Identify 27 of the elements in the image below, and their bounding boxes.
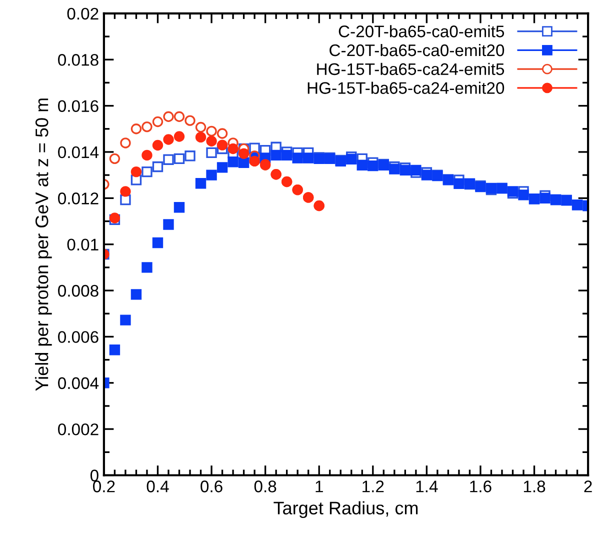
x-tick-label: 1 [316, 480, 323, 492]
y-axis-title: Yield per proton per GeV at z = 50 m [35, 98, 52, 391]
x-tick-label: 1.4 [416, 480, 438, 492]
y-tick-label: 0 [90, 470, 98, 482]
x-tick-label: 0.8 [254, 480, 276, 492]
y-tick-label: 0.002 [58, 423, 98, 436]
y-tick-label: 0.01 [67, 238, 98, 251]
x-tick-label: 2 [584, 480, 592, 492]
x-tick-label: 0.4 [146, 480, 169, 492]
legend-label: HG-15T-ba65-ca24-emit5 [317, 62, 504, 76]
x-tick-label: 1.8 [524, 480, 546, 492]
y-tick-label: 0.014 [58, 146, 99, 158]
y-tick-label: 0.008 [58, 284, 98, 297]
y-tick-label: 0.004 [58, 377, 99, 390]
legend-label: C-20T-ba65-ca0-emit5 [338, 25, 504, 38]
y-tick-label: 0.016 [58, 100, 98, 112]
y-tick-label: 0.02 [67, 8, 98, 20]
x-axis-title: Target Radius, cm [274, 501, 418, 518]
y-tick-label: 0.012 [58, 192, 98, 204]
x-tick-label: 1.2 [362, 480, 384, 492]
legend-label: HG-15T-ba65-ca24-emit20 [308, 82, 504, 94]
legend-label: C-20T-ba65-ca0-emit20 [330, 44, 504, 56]
y-tick-label: 0.018 [58, 54, 98, 66]
y-tick-label: 0.006 [58, 331, 98, 343]
x-tick-label: 0.6 [200, 480, 222, 492]
x-tick-label: 0.2 [93, 480, 115, 492]
x-tick-label: 1.6 [470, 480, 492, 492]
